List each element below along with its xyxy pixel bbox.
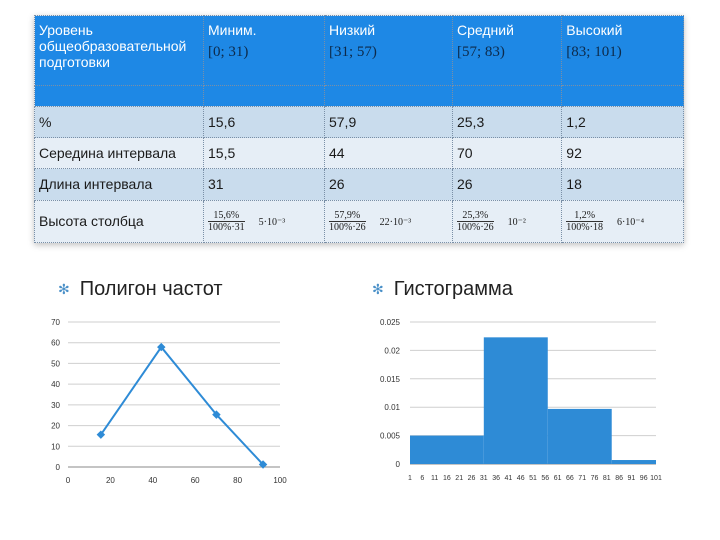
table-row: Середина интервала 15,5 44 70 92 — [34, 137, 684, 170]
x-tick-label: 26 — [468, 475, 476, 482]
y-tick-label: 0.02 — [384, 346, 400, 355]
data-point — [96, 430, 106, 439]
header-cell: Высокий [83; 101) — [561, 15, 684, 86]
table-cell: 15,6 — [203, 105, 325, 139]
table-cell: 26 — [323, 168, 453, 201]
y-tick-label: 70 — [51, 318, 60, 327]
x-tick-label: 100 — [273, 476, 287, 485]
x-tick-label: 20 — [106, 476, 115, 485]
row-label: Длина интервала — [34, 168, 204, 201]
fraction-cell: 15,6% 100%·31 5·10⁻³ — [203, 199, 325, 244]
polygon-title: ✻ Полигон частот — [58, 278, 223, 300]
y-tick-label: 60 — [51, 339, 60, 348]
table-row: Высота столбца 15,6% 100%·31 5·10⁻³ 57,9% 1… — [34, 199, 684, 244]
x-tick-label: 71 — [578, 475, 586, 482]
histogram-bar — [410, 435, 484, 464]
x-tick-label: 16 — [443, 475, 451, 482]
table-cell: 70 — [451, 137, 563, 170]
y-tick-label: 0.01 — [384, 403, 400, 412]
data-table: Уровень общеобразовательной подготовки М… — [34, 15, 684, 244]
x-tick-label: 60 — [191, 476, 200, 485]
y-tick-label: 0 — [396, 460, 401, 469]
x-tick-label: 11 — [431, 475, 438, 482]
table-header-row: Уровень общеобразовательной подготовки М… — [34, 15, 684, 86]
x-tick-label: 81 — [603, 475, 611, 482]
x-tick-label: 0 — [66, 476, 71, 485]
polygon-chart: 0 10 20 30 40 50 60 70 0 20 40 60 80 100 — [51, 318, 287, 485]
fraction-cell: 1,2% 100%·18 6·10⁻⁴ — [561, 199, 684, 244]
asterisk-icon: ✻ — [58, 281, 70, 298]
row-label: Середина интервала — [34, 137, 204, 170]
x-tick-label: 36 — [492, 475, 500, 482]
table-row: % 15,6 57,9 25,3 1,2 — [34, 105, 684, 139]
table-cell: 92 — [561, 137, 684, 170]
data-point — [258, 460, 268, 469]
histogram-title: ✻ Гистограмма — [372, 278, 513, 300]
y-tick-label: 0 — [56, 463, 61, 472]
table-cell: 44 — [323, 137, 453, 170]
x-tick-label: 101 — [650, 475, 662, 482]
y-tick-label: 20 — [51, 422, 60, 431]
y-tick-label: 40 — [51, 380, 60, 389]
table-cell: 31 — [203, 168, 325, 201]
table-cell: 57,9 — [323, 105, 453, 139]
x-tick-label: 46 — [517, 475, 525, 482]
table-cell: 1,2 — [561, 105, 684, 139]
table-cell: 25,3 — [451, 105, 563, 139]
x-tick-label: 61 — [554, 475, 562, 482]
table-cell: 15,5 — [203, 137, 325, 170]
x-tick-label: 31 — [480, 475, 488, 482]
x-tick-label: 80 — [233, 476, 242, 485]
y-tick-label: 30 — [51, 401, 60, 410]
x-tick-label: 51 — [529, 475, 537, 482]
y-tick-label: 0.015 — [380, 375, 401, 384]
row-label: % — [34, 105, 204, 139]
table-spacer-row — [34, 84, 684, 107]
series-line — [100, 345, 264, 466]
x-tick-label: 40 — [148, 476, 157, 485]
fraction-cell: 25,3% 100%·26 10⁻² — [451, 199, 563, 244]
fraction-cell: 57,9% 100%·26 22·10⁻³ — [323, 199, 453, 244]
histogram-bar — [483, 337, 548, 464]
table-cell: 26 — [451, 168, 563, 201]
x-tick-label: 6 — [420, 475, 424, 482]
table-cell: 18 — [561, 168, 684, 201]
x-tick-label: 66 — [566, 475, 574, 482]
x-tick-label: 96 — [640, 475, 648, 482]
header-cell: Низкий [31; 57) — [323, 15, 453, 86]
header-cell: Миним. [0; 31) — [203, 15, 325, 86]
histogram-bar — [611, 460, 656, 464]
x-tick-label: 41 — [505, 475, 513, 482]
table-row: Длина интервала 31 26 26 18 — [34, 168, 684, 201]
x-tick-label: 86 — [615, 475, 623, 482]
header-cell: Средний [57; 83) — [451, 15, 563, 86]
x-tick-label: 1 — [408, 475, 412, 482]
row-label: Высота столбца — [34, 199, 204, 244]
x-tick-label: 56 — [541, 475, 549, 482]
header-cell: Уровень общеобразовательной подготовки — [34, 15, 204, 86]
y-tick-label: 50 — [51, 359, 60, 368]
y-tick-label: 0.005 — [380, 432, 401, 441]
x-tick-label: 76 — [591, 475, 599, 482]
x-tick-label: 21 — [455, 475, 463, 482]
y-tick-label: 10 — [51, 442, 60, 451]
y-tick-label: 0.025 — [380, 318, 401, 327]
histogram-bar — [547, 408, 612, 464]
x-tick-label: 91 — [628, 475, 636, 482]
asterisk-icon: ✻ — [372, 281, 384, 298]
